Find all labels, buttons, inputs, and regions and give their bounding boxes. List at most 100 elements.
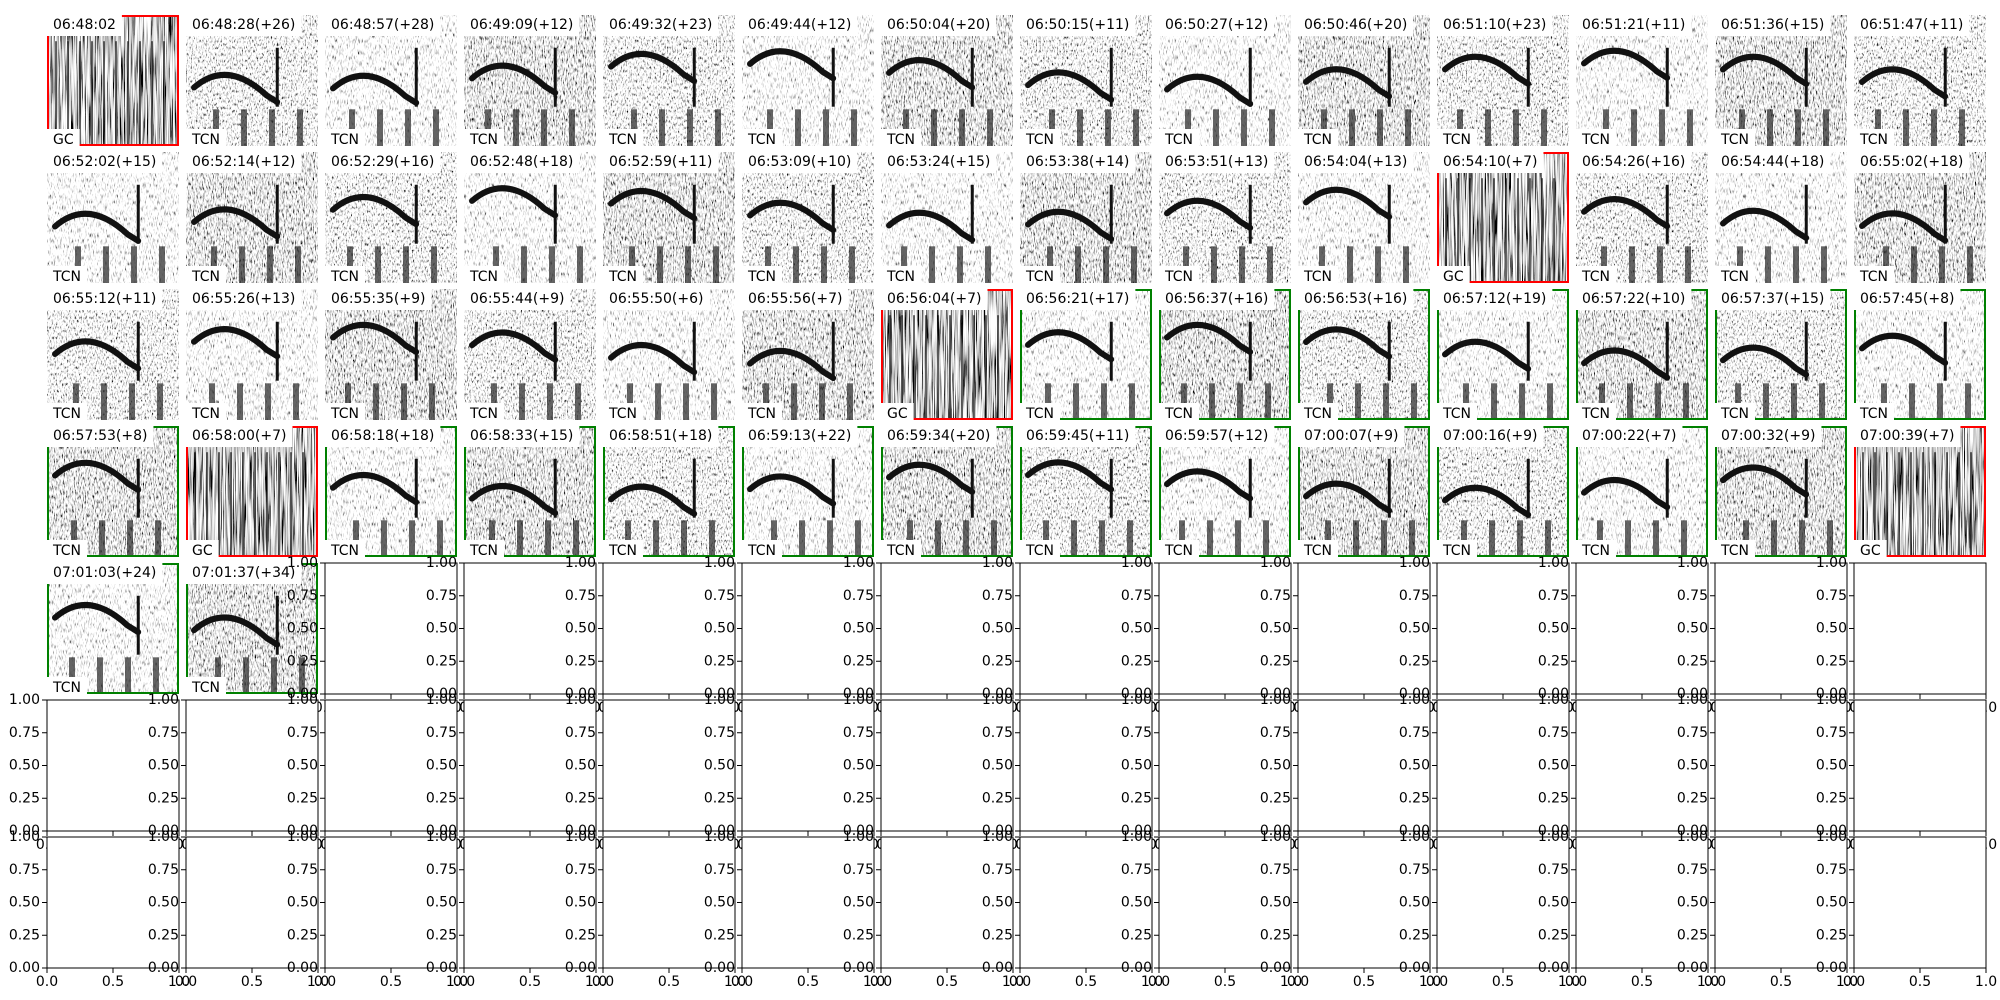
noise-burst	[1685, 246, 1691, 283]
text-background	[1159, 266, 1199, 288]
panel-text: 06:57:12(+19)	[1443, 291, 1546, 307]
spectrogram-panel: 06:54:26(+16) TCN	[1576, 151, 1708, 288]
vertical-trace	[1493, 178, 1495, 283]
text-background	[47, 403, 87, 425]
noise-burst	[1743, 520, 1749, 557]
noise-burst	[1795, 109, 1801, 146]
y-tick-label: 0.00	[1260, 823, 1291, 839]
noise-burst	[1347, 246, 1353, 283]
vertical-trace	[163, 41, 165, 146]
vertical-trace	[1910, 452, 1912, 557]
noise-burst	[1625, 520, 1631, 557]
x-tick-label: 0.0	[870, 974, 892, 990]
x-tick-label: 0.5	[1770, 974, 1792, 990]
spectrogram	[186, 563, 318, 694]
panel-text: TCN	[1303, 132, 1332, 148]
spectrogram	[1715, 289, 1847, 420]
text-background	[603, 129, 643, 151]
text-background	[1298, 151, 1414, 173]
call-trace	[52, 602, 142, 636]
call-trace	[469, 483, 559, 517]
y-tick-label: 0.00	[1260, 960, 1291, 976]
noise-burst	[627, 383, 633, 420]
x-tick-label: 1.0	[1419, 974, 1441, 990]
noise-burst	[991, 520, 997, 557]
y-tick-label: 0.75	[565, 588, 596, 604]
noise-burst	[1931, 109, 1937, 146]
spectrogram-panel: 06:48:28(+26) TCN	[186, 14, 318, 151]
noise-burst	[793, 246, 799, 283]
spectrogram-panel: 06:57:53(+8) TCN	[47, 425, 179, 562]
vertical-trace	[949, 315, 951, 420]
noise-burst	[1489, 520, 1495, 557]
noise-burst	[541, 109, 547, 146]
noise-burst	[1491, 383, 1497, 420]
noise-burst	[517, 520, 523, 557]
noise-burst	[1241, 109, 1247, 146]
noise-burst	[1463, 383, 1469, 420]
vertical-trace	[997, 315, 999, 420]
spectrogram-panel: 06:56:21(+17) TCN	[1020, 288, 1152, 425]
text-background	[47, 151, 163, 173]
text-background	[464, 129, 504, 151]
noise-burst	[1263, 520, 1269, 557]
y-tick-label: 0.75	[1816, 588, 1847, 604]
text-background	[1715, 425, 1822, 447]
panel-text: TCN	[469, 543, 498, 559]
panel-text: 06:55:26(+13)	[192, 291, 295, 307]
panel-text: TCN	[886, 543, 915, 559]
x-tick-label: 0.5	[1353, 974, 1375, 990]
y-tick-label: 0.25	[565, 790, 596, 806]
noise-burst	[659, 109, 665, 146]
panel-text: 06:54:26(+16)	[1582, 154, 1685, 170]
y-tick-label: 0.25	[9, 927, 40, 943]
spectrogram-panel: 06:48:02 GC	[47, 14, 179, 151]
x-tick-label: 0.0	[36, 974, 58, 990]
y-tick-label: 0.00	[1538, 823, 1569, 839]
spectrogram	[1298, 15, 1430, 146]
noise-burst	[75, 246, 81, 283]
y-tick-label: 0.00	[426, 960, 457, 976]
call-trace	[1581, 47, 1671, 81]
call-trace	[886, 461, 976, 495]
noise-burst	[101, 383, 107, 420]
spectrogram-panel: 06:55:44(+9) TCN	[464, 288, 596, 425]
text-background	[881, 151, 997, 173]
text-background	[325, 403, 365, 425]
noise-burst	[653, 520, 659, 557]
noise-burst	[1127, 520, 1133, 557]
panel-text: 06:53:24(+15)	[887, 154, 990, 170]
noise-burst	[373, 383, 379, 420]
noise-burst	[493, 246, 499, 283]
vertical-trace	[230, 452, 232, 557]
vertical-trace	[79, 41, 81, 146]
noise-burst	[267, 246, 273, 283]
text-background	[1159, 540, 1199, 562]
y-tick-label: 0.25	[982, 653, 1013, 669]
vertical-trace	[1541, 178, 1543, 283]
noise-burst	[1763, 383, 1769, 420]
panel-text: TCN	[608, 269, 637, 285]
call-trace	[1859, 66, 1949, 100]
y-tick-label: 0.00	[843, 823, 874, 839]
x-tick-label: 0.0	[1287, 974, 1309, 990]
panel-text: TCN	[330, 132, 359, 148]
panel-text: 07:00:39(+7)	[1860, 428, 1954, 444]
vertical-trace	[1109, 184, 1113, 244]
spectrogram-panel: 06:50:04(+20) TCN	[881, 14, 1013, 151]
y-tick-label: 0.75	[9, 725, 40, 741]
vertical-trace	[1922, 452, 1924, 557]
panel-text: 06:50:46(+20)	[1304, 17, 1407, 33]
x-tick-label: 0.5	[102, 974, 124, 990]
x-tick-label: 1.0	[1975, 974, 1997, 990]
y-tick-label: 0.25	[843, 653, 874, 669]
y-tick-label: 0.50	[704, 895, 735, 911]
axes-frame	[1853, 836, 1987, 969]
text-background	[464, 266, 504, 288]
empty-axes: 0.000.250.500.751.000.00.51.0	[1677, 692, 1858, 853]
y-tick-label: 0.75	[1816, 862, 1847, 878]
y-tick-label: 1.00	[982, 555, 1013, 571]
spectrogram-noise	[1854, 289, 1986, 420]
panel-text: TCN	[1303, 543, 1332, 559]
